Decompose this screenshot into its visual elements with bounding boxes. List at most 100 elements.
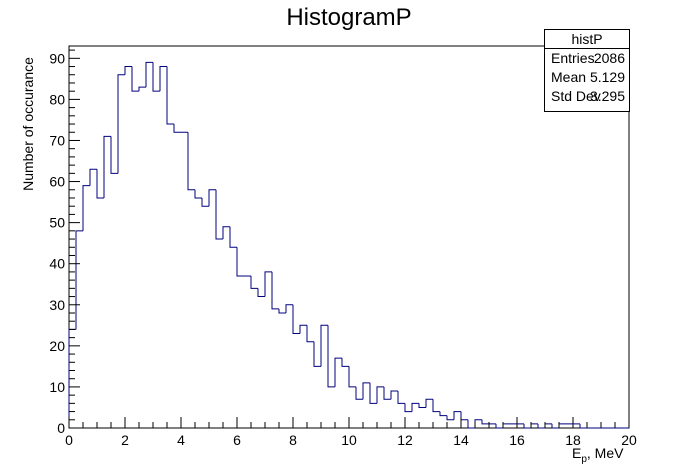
x-tick-label: 2: [121, 432, 129, 448]
histogram-bin: [481, 419, 489, 425]
x-tick-label: 4: [177, 432, 185, 448]
histogram-bin: [355, 386, 363, 400]
x-tick-label: 12: [397, 432, 413, 448]
histogram-bin: [166, 66, 174, 125]
histogram-bin: [474, 419, 482, 428]
histogram-bin: [432, 399, 440, 413]
stats-row-entries: Entries 2086: [545, 49, 629, 68]
stats-box-name: histP: [545, 30, 629, 49]
histogram-bin: [341, 358, 349, 367]
histogram-bin: [579, 423, 587, 429]
histogram-bin: [215, 189, 223, 240]
histogram-bin: [467, 419, 475, 429]
y-tick-label: 20: [49, 338, 65, 354]
y-tick-label: 70: [49, 132, 65, 148]
y-tick-label: 30: [49, 297, 65, 313]
histogram-bin: [201, 197, 209, 207]
histogram-bin: [523, 423, 531, 429]
histogram-bin: [89, 168, 97, 186]
stats-label: Entries: [551, 50, 595, 66]
histogram-bin: [257, 288, 265, 298]
histogram-bin: [208, 189, 216, 207]
histogram-bin: [222, 226, 230, 240]
histogram-bin: [131, 66, 139, 92]
histogram-bin: [320, 324, 328, 367]
histogram-bin: [404, 403, 412, 413]
histogram-bin: [411, 402, 419, 412]
y-tick-label: 80: [49, 91, 65, 107]
stats-value: 3.295: [589, 88, 625, 104]
histogram-bin: [313, 341, 321, 367]
histogram-bin: [558, 423, 566, 428]
histogram-bin: [362, 382, 370, 400]
stats-label: Mean: [551, 69, 587, 85]
x-tick-label: 18: [565, 432, 581, 448]
stats-value: 2086: [593, 50, 625, 66]
y-tick-label: 50: [49, 215, 65, 231]
x-tick-label: 20: [621, 432, 637, 448]
histogram-bin: [439, 411, 447, 417]
histogram-bin: [369, 382, 377, 404]
stats-row-stddev: Std Dev 3.295: [545, 87, 629, 106]
x-axis-label-subscript: p: [581, 453, 587, 465]
histogram-bin: [124, 66, 132, 75]
histogram-bin: [551, 423, 559, 429]
histogram-bin: [138, 86, 146, 92]
histogram-bin: [502, 423, 510, 428]
x-tick-label: 16: [509, 432, 525, 448]
histogram-bin: [145, 61, 153, 88]
stats-label: Std Dev: [551, 88, 601, 104]
y-tick-label: 60: [49, 174, 65, 190]
y-tick-label: 0: [57, 420, 65, 436]
x-tick-label: 6: [233, 432, 241, 448]
histogram-bin: [376, 386, 384, 404]
histogram-bin: [173, 124, 181, 133]
stats-value: 5.129: [589, 69, 625, 85]
y-tick-label: 40: [49, 256, 65, 272]
x-tick-label: 8: [289, 432, 297, 448]
x-tick-label: 0: [65, 432, 73, 448]
histogram-bin: [82, 185, 90, 231]
histogram-bin: [418, 403, 426, 408]
histogram-bin: [250, 276, 258, 289]
histogram-bin: [306, 325, 314, 343]
x-axis-label-unit: , MeV: [586, 445, 624, 461]
histogram-bin: [334, 357, 342, 387]
y-tick-label: 10: [49, 379, 65, 395]
stats-row-mean: Mean 5.129: [545, 68, 629, 87]
histogram-bin: [278, 308, 286, 314]
histogram-bin: [390, 390, 398, 400]
histogram-bin: [285, 304, 293, 313]
histogram-bin: [271, 271, 279, 310]
histogram-bin: [264, 271, 272, 297]
stats-box: histP Entries 2086 Mean 5.129 Std Dev 3.…: [544, 29, 630, 112]
histogram-bin: [397, 391, 405, 404]
histogram-bin: [327, 325, 335, 388]
histogram-bin: [117, 74, 125, 174]
histogram-bin: [348, 366, 356, 388]
histogram-bin: [75, 230, 83, 330]
histogram-bin: [96, 169, 104, 199]
x-tick-label: 14: [453, 432, 469, 448]
histogram-bin: [103, 135, 111, 198]
histogram-bin: [425, 398, 433, 408]
histogram-bin: [187, 132, 195, 191]
histogram-bin: [537, 423, 545, 429]
histogram-bin: [544, 423, 552, 428]
histogram-bin: [530, 423, 538, 428]
y-tick-label: 90: [49, 50, 65, 66]
histogram-bin: [292, 304, 300, 335]
x-axis-label: Ep, MeV: [572, 445, 623, 465]
histogram-bin: [229, 226, 237, 248]
x-tick-label: 10: [341, 432, 357, 448]
histogram-bin: [383, 386, 391, 400]
histogram-bin: [495, 423, 503, 429]
histogram-bin: [460, 411, 468, 421]
histogram-bin: [299, 324, 307, 334]
x-axis-label-main: E: [572, 445, 582, 461]
histogram-bin: [236, 247, 244, 277]
histogram-bin: [194, 189, 202, 199]
histogram-bin: [110, 136, 118, 174]
histogram-bin: [152, 62, 160, 92]
